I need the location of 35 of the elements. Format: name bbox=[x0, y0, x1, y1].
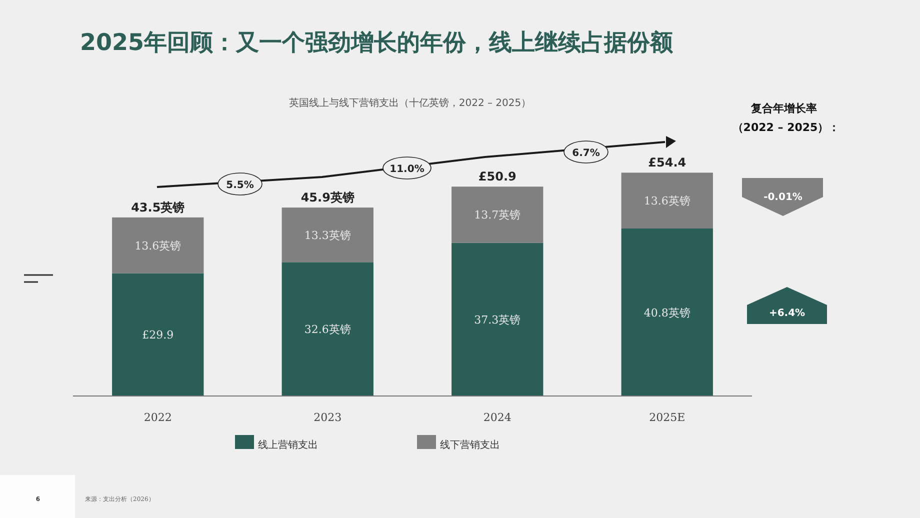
data-label: 13.7英镑 bbox=[474, 208, 521, 222]
bar bbox=[282, 262, 374, 396]
chart-subtitle: 英国线上与线下营销支出（十亿英镑，2022 – 2025） bbox=[288, 97, 532, 109]
bar bbox=[112, 217, 204, 274]
x-tick-label: 2022 bbox=[144, 411, 172, 424]
bar bbox=[452, 186, 544, 243]
legend-label: 线下营销支出 bbox=[440, 439, 500, 451]
data-label: 13.6英镑 bbox=[644, 194, 690, 208]
data-label: 13.3英镑 bbox=[304, 228, 351, 242]
x-tick-label: 2025E bbox=[649, 411, 686, 424]
text: 复合年增长率 bbox=[750, 102, 817, 115]
bar bbox=[621, 172, 713, 228]
text: 6.7% bbox=[572, 148, 600, 159]
legend-label: 线上营销支出 bbox=[258, 439, 318, 451]
x-tick-label: 2024 bbox=[483, 411, 512, 424]
bar bbox=[282, 208, 374, 262]
bar bbox=[452, 242, 544, 396]
annotation: 5.5% bbox=[226, 180, 254, 191]
total-label: £54.4 bbox=[648, 156, 686, 170]
text: （2022 – 2025）： bbox=[732, 121, 840, 134]
text: -0.01% bbox=[764, 192, 802, 203]
bar bbox=[621, 228, 713, 396]
bar bbox=[112, 273, 204, 396]
data-label: 13.6英镑 bbox=[134, 239, 182, 252]
total-label: 45.9英镑 bbox=[300, 190, 354, 205]
x-tick-label: 2023 bbox=[314, 411, 342, 424]
chart-title: 2025年回顾：又一个强劲增长的年份，线上继续占据份额 bbox=[80, 30, 674, 56]
annotation: 11.0% bbox=[390, 164, 424, 175]
data-label: £29.9 bbox=[142, 328, 174, 342]
data-label: 40.8英镑 bbox=[644, 306, 690, 320]
total-label: 43.5英镑 bbox=[131, 200, 185, 214]
data-label: 37.3英镑 bbox=[474, 313, 521, 326]
data-label: 32.6英镑 bbox=[304, 323, 351, 336]
text: +6.4% bbox=[768, 308, 806, 319]
total-label: £50.9 bbox=[478, 170, 516, 184]
